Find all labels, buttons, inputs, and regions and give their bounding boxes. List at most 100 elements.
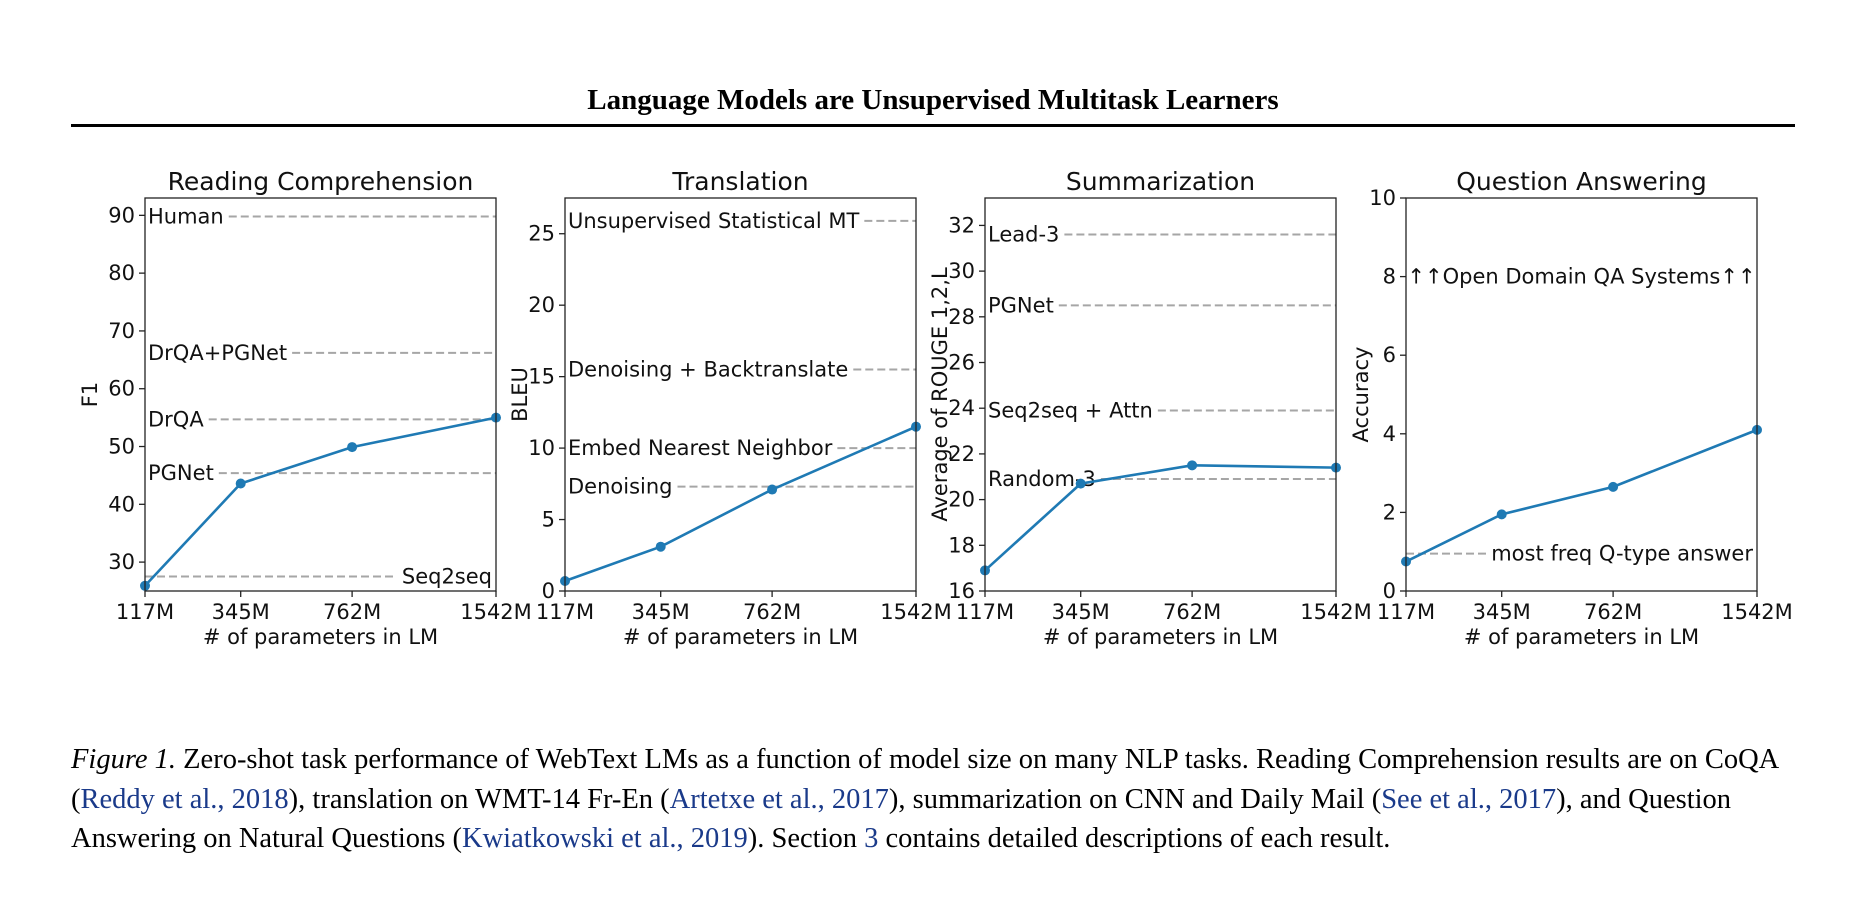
reference-line-label: PGNet (988, 293, 1054, 317)
x-tick-label: 762M (1584, 600, 1642, 624)
reference-line-label: DrQA+PGNet (148, 341, 287, 365)
reference-line-label: Denoising (568, 475, 673, 499)
x-tick-label: 1542M (1721, 600, 1793, 624)
page-header-title: Language Models are Unsupervised Multita… (587, 84, 1279, 116)
data-point (347, 442, 358, 453)
y-tick-label: 0 (542, 579, 555, 603)
chart-title: Translation (671, 167, 808, 196)
y-tick-label: 15 (528, 365, 555, 389)
x-tick-label: 345M (632, 600, 690, 624)
reference-line-label: PGNet (148, 461, 214, 485)
y-axis-label: Accuracy (1349, 347, 1373, 443)
y-tick-label: 30 (108, 550, 135, 574)
x-tick-label: 1542M (460, 600, 532, 624)
x-tick-label: 117M (536, 600, 594, 624)
y-tick-label: 40 (108, 492, 135, 516)
caption-figure-label: Figure 1. (71, 744, 177, 775)
data-point (655, 541, 666, 552)
caption-link-reddy[interactable]: Reddy et al., 2018 (80, 783, 289, 815)
y-tick-label: 20 (528, 293, 555, 317)
chart-title: Question Answering (1456, 167, 1707, 196)
chart-annotation: ↑↑Open Domain QA Systems↑↑ (1407, 265, 1755, 289)
caption-text: contains detailed descriptions of each r… (878, 823, 1391, 854)
caption-text: Zero-shot task performance of WebText LM… (71, 744, 1778, 815)
caption-text: ). Section (747, 823, 865, 854)
x-tick-label: 345M (1052, 600, 1110, 624)
reference-line-label: DrQA (148, 407, 204, 431)
plot-frame (144, 197, 497, 592)
caption-link-section-3[interactable]: 3 (864, 823, 879, 854)
y-tick-label: 90 (108, 203, 135, 227)
y-tick-label: 32 (948, 213, 975, 237)
x-tick-label: 762M (323, 600, 381, 624)
x-axis-label: # of parameters in LM (1464, 625, 1699, 649)
x-tick-label: 1542M (1300, 600, 1372, 624)
series-line (564, 425, 917, 583)
y-tick-label: 26 (948, 351, 975, 375)
series-line (984, 464, 1337, 572)
y-tick-label: 2 (1383, 500, 1396, 524)
caption-text: ), summarization on CNN and Daily Mail ( (888, 783, 1382, 815)
data-point (1075, 478, 1086, 489)
y-axis-label: F1 (78, 382, 102, 407)
y-tick-label: 4 (1383, 422, 1396, 446)
y-tick-label: 28 (948, 305, 975, 329)
x-axis-label: # of parameters in LM (1043, 625, 1278, 649)
y-axis-label: Average of ROUGE 1,2,L (928, 267, 952, 522)
data-point (1187, 460, 1198, 471)
figure-caption: Figure 1. Zero-shot task performance of … (71, 740, 1811, 859)
y-tick-label: 24 (948, 396, 975, 420)
plot-frame (984, 197, 1337, 592)
caption-link-kwiatkowski[interactable]: Kwiatkowski et al., 2019 (462, 823, 748, 854)
x-tick-label: 117M (956, 600, 1014, 624)
caption-text: ), and Question Answering on Natural Que… (71, 783, 1732, 855)
reference-line-label: Lead-3 (988, 223, 1059, 247)
reference-line-label: Seq2seq (402, 565, 492, 589)
caption-link-see[interactable]: See et al., 2017 (1381, 783, 1557, 815)
data-point (1608, 481, 1619, 492)
x-tick-label: 345M (1473, 600, 1531, 624)
y-tick-label: 0 (1383, 579, 1396, 603)
y-tick-label: 60 (108, 377, 135, 401)
y-tick-label: 18 (948, 533, 975, 557)
data-point (767, 484, 778, 495)
y-tick-label: 20 (948, 488, 975, 512)
y-tick-label: 16 (948, 579, 975, 603)
data-point (1496, 509, 1507, 520)
y-tick-label: 30 (948, 259, 975, 283)
reference-line-label: Unsupervised Statistical MT (568, 209, 859, 233)
y-tick-label: 70 (108, 319, 135, 343)
caption-text: ), translation on WMT-14 Fr-En ( (288, 783, 670, 815)
y-tick-label: 8 (1383, 265, 1396, 289)
y-tick-label: 6 (1383, 343, 1396, 367)
x-tick-label: 117M (1377, 600, 1435, 624)
plot-frame (564, 197, 917, 592)
y-tick-label: 10 (1369, 186, 1396, 210)
chart-title: Summarization (1066, 167, 1255, 196)
x-tick-label: 345M (212, 600, 270, 624)
x-axis-label: # of parameters in LM (203, 625, 438, 649)
header-rule (71, 124, 1795, 127)
y-tick-label: 80 (108, 261, 135, 285)
y-tick-label: 50 (108, 435, 135, 459)
series-line (1405, 428, 1758, 563)
caption-link-artetxe[interactable]: Artetxe et al., 2017 (669, 783, 889, 815)
y-tick-label: 5 (542, 508, 555, 532)
y-tick-label: 25 (528, 222, 555, 246)
series-line (144, 416, 497, 587)
reference-line-label: Human (148, 204, 224, 228)
data-point (235, 478, 246, 489)
reference-line-label: most freq Q-type answer (1491, 542, 1753, 566)
y-tick-label: 22 (948, 442, 975, 466)
x-tick-label: 117M (116, 600, 174, 624)
y-tick-label: 10 (528, 436, 555, 460)
reference-line-label: Denoising + Backtranslate (568, 357, 848, 381)
x-tick-label: 762M (743, 600, 801, 624)
x-tick-label: 762M (1163, 600, 1221, 624)
y-axis-label: BLEU (508, 367, 532, 422)
reference-line-label: Embed Nearest Neighbor (568, 436, 833, 460)
x-axis-label: # of parameters in LM (623, 625, 858, 649)
chart-title: Reading Comprehension (168, 167, 474, 196)
x-tick-label: 1542M (880, 600, 952, 624)
